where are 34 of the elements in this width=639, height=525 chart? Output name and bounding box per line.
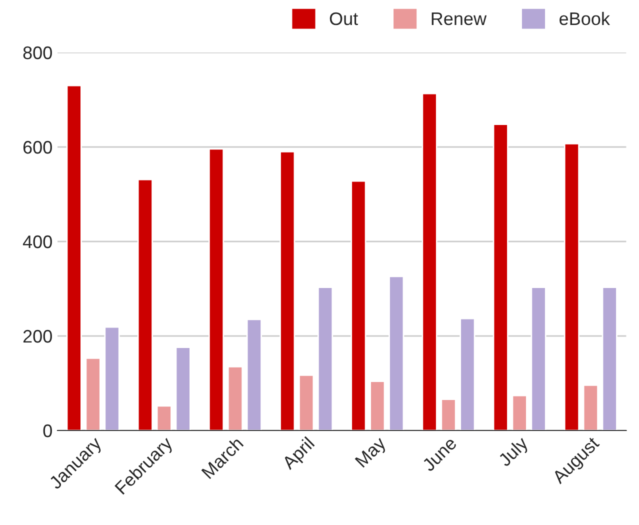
bar: [564, 143, 580, 430]
bar: [512, 394, 528, 430]
bar: [422, 92, 438, 430]
y-tick-label: 0: [43, 424, 52, 438]
bar: [492, 124, 508, 430]
bar: [350, 180, 366, 430]
bar: [602, 286, 618, 430]
x-tick-label: July: [497, 435, 532, 470]
bar: [246, 318, 262, 430]
y-tick-label: 400: [22, 235, 52, 248]
bar: [227, 366, 244, 430]
bar: [280, 151, 296, 430]
x-tick-label: May: [354, 436, 390, 470]
bar: [317, 286, 334, 430]
y-tick-label: 600: [23, 140, 52, 154]
bar: [440, 398, 456, 430]
legend-label: Renew: [432, 12, 487, 26]
bar: [298, 374, 314, 430]
bar: [104, 326, 120, 430]
bar: [137, 178, 153, 430]
bar: [530, 286, 546, 430]
bar: [388, 276, 404, 430]
bar: [66, 84, 82, 430]
y-tick-label: 200: [23, 330, 52, 343]
bar: [85, 358, 101, 430]
bar: [208, 148, 224, 430]
bar: [582, 384, 598, 430]
bar: [460, 318, 476, 430]
bar: [370, 380, 386, 430]
bar: [175, 346, 191, 430]
legend-label: eBook: [560, 12, 610, 26]
y-tick-label: 800: [23, 46, 52, 60]
legend-label: Out: [330, 12, 358, 26]
bar: [156, 405, 172, 430]
